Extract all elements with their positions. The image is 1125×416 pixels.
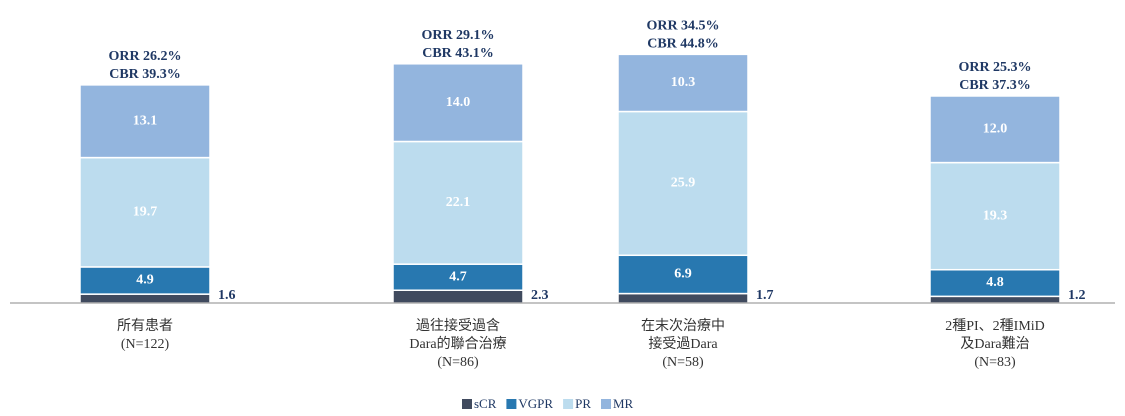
bar-segment <box>929 268 1061 298</box>
legend-swatch <box>462 399 472 409</box>
annotation: ORR 25.3% <box>958 60 1031 75</box>
legend-swatch <box>563 399 574 409</box>
legend-label: PR <box>575 396 591 411</box>
annotation: CBR 44.8% <box>647 37 719 52</box>
annotation: ORR 26.2% <box>108 49 181 64</box>
annotation: CBR 37.3% <box>959 78 1031 93</box>
bar-segment <box>617 254 749 295</box>
legend-label: VGPR <box>518 396 553 411</box>
legend-swatch <box>506 399 517 409</box>
data-label: 1.6 <box>218 288 236 303</box>
bar-segment <box>617 53 749 113</box>
data-label: 19.3 <box>983 208 1008 223</box>
bar-segment <box>929 295 1061 304</box>
annotation: CBR 39.3% <box>109 67 181 82</box>
bar-segment <box>617 110 749 257</box>
bar-segment <box>617 292 749 304</box>
data-label: 4.8 <box>986 275 1004 290</box>
data-label: 1.2 <box>1068 288 1086 303</box>
bar-segment <box>392 263 524 291</box>
data-label: 12.0 <box>983 122 1008 137</box>
data-label: 22.1 <box>446 195 471 210</box>
data-label: 4.7 <box>449 269 467 284</box>
data-label: 14.0 <box>446 95 471 110</box>
annotation: CBR 43.1% <box>422 46 494 61</box>
data-label: 10.3 <box>671 75 696 90</box>
data-label: 1.7 <box>756 288 774 303</box>
data-label: 6.9 <box>674 267 692 282</box>
legend-label: sCR <box>474 396 497 411</box>
data-label: 13.1 <box>133 113 158 128</box>
bar-segment <box>392 289 524 304</box>
bar-segment <box>392 140 524 265</box>
x-tick-label: 過往接受過含 Dara的聯合治療(N=86) <box>409 317 506 370</box>
x-tick-label: 2種PI、2種IMiD 及Dara難治(N=83) <box>945 318 1045 370</box>
x-tick-label: 在末次治療中接受過Dara (N=58) <box>641 317 725 370</box>
bar-segment <box>929 161 1061 271</box>
legend-label: MR <box>613 396 634 411</box>
data-label: 2.3 <box>531 288 549 303</box>
x-tick-label: 所有患者(N=122) <box>117 318 173 352</box>
legend-swatch <box>601 399 611 409</box>
data-label: 25.9 <box>671 176 696 191</box>
data-label: 19.7 <box>133 204 158 219</box>
annotation: ORR 34.5% <box>646 19 719 34</box>
bar-segment <box>929 95 1061 164</box>
annotation: ORR 29.1% <box>421 28 494 43</box>
data-label: 4.9 <box>136 273 154 288</box>
bar-segment <box>79 156 211 268</box>
bar-segment <box>79 266 211 295</box>
bar-segment <box>392 63 524 143</box>
bar-segment <box>79 293 211 304</box>
bar-segment <box>79 84 211 159</box>
